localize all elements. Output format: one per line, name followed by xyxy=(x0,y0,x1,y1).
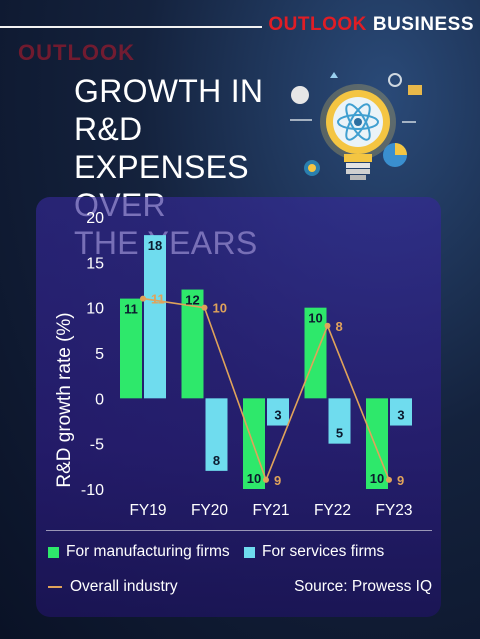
legend-label-services: For services firms xyxy=(262,543,385,560)
bar-manufacturing xyxy=(243,398,265,489)
overall-point xyxy=(140,295,146,302)
y-axis-label: R&D growth rate (%) xyxy=(54,312,75,487)
bar-manufacturing xyxy=(304,307,327,399)
bar-services xyxy=(205,398,228,471)
bars xyxy=(120,235,412,489)
y-axis-ticks: 20 15 10 5 0 -5 -10 xyxy=(81,210,104,499)
y-tick-label: -5 xyxy=(90,437,104,454)
legend-divider xyxy=(46,530,432,531)
legend-item-services: For services firms xyxy=(244,543,384,561)
x-tick-label: FY20 xyxy=(191,502,228,519)
label-services: 3 xyxy=(274,408,281,423)
label-overall: 11 xyxy=(151,292,165,307)
y-tick-label: -10 xyxy=(81,482,104,499)
y-tick-label: 10 xyxy=(86,301,104,318)
overall-point xyxy=(324,322,331,329)
x-tick-label: FY22 xyxy=(314,502,351,519)
label-services: 8 xyxy=(213,453,220,468)
bar-services xyxy=(390,398,412,426)
bar-services xyxy=(328,398,351,444)
legend-swatch-overall xyxy=(48,586,62,588)
legend-swatch-services xyxy=(244,546,255,558)
brand-rule xyxy=(0,26,262,28)
brand-outlook: OUTLOOK xyxy=(268,14,367,35)
label-manufacturing: 10 xyxy=(308,311,322,326)
lightbulb-atom-icon xyxy=(290,72,422,180)
source-note: Source: Prowess IQ xyxy=(294,578,432,595)
label-manufacturing: 12 xyxy=(185,293,199,308)
label-services: 5 xyxy=(336,426,343,441)
brand-business: BUSINESS xyxy=(372,14,474,35)
legend-item-overall: Overall industry xyxy=(48,578,178,596)
overall-point xyxy=(386,476,392,483)
x-tick-label: FY19 xyxy=(129,502,166,519)
brand-logo: OUTLOOK BUSINESS xyxy=(268,14,474,36)
legend-label-overall: Overall industry xyxy=(70,578,178,595)
bar-services xyxy=(144,235,166,399)
label-services: 3 xyxy=(397,408,404,423)
label-manufacturing: 10 xyxy=(247,471,261,486)
y-tick-label: 5 xyxy=(95,346,104,363)
y-tick-label: 0 xyxy=(95,391,104,408)
label-overall: 8 xyxy=(336,319,343,334)
bar-manufacturing xyxy=(366,398,388,489)
label-overall: 9 xyxy=(274,473,281,488)
label-manufacturing: 10 xyxy=(370,471,384,486)
overall-point xyxy=(263,476,269,483)
legend-item-manufacturing: For manufacturing firms xyxy=(48,543,230,561)
x-tick-label: FY21 xyxy=(252,502,289,519)
bar-manufacturing xyxy=(181,289,204,399)
legend-label-manufacturing: For manufacturing firms xyxy=(66,543,230,560)
legend-swatch-manufacturing xyxy=(48,546,59,558)
x-tick-label: FY23 xyxy=(375,502,412,519)
overall-line xyxy=(140,295,392,483)
label-overall: 10 xyxy=(213,301,227,316)
label-services: 18 xyxy=(148,238,162,253)
bar-services xyxy=(267,398,289,426)
overall-point xyxy=(201,304,208,311)
background-watermark: OUTLOOK xyxy=(18,40,135,65)
label-manufacturing: 11 xyxy=(124,302,138,317)
label-overall: 9 xyxy=(397,473,404,488)
y-tick-label: 20 xyxy=(86,210,104,227)
data-labels: 11 18 12 8 10 3 10 5 10 3 11 10 9 8 9 xyxy=(124,238,404,488)
x-axis-ticks: FY19 FY20 FY21 FY22 FY23 xyxy=(129,502,412,519)
bar-manufacturing xyxy=(120,298,142,399)
y-tick-label: 15 xyxy=(86,255,104,272)
overall-series-line xyxy=(142,297,390,483)
